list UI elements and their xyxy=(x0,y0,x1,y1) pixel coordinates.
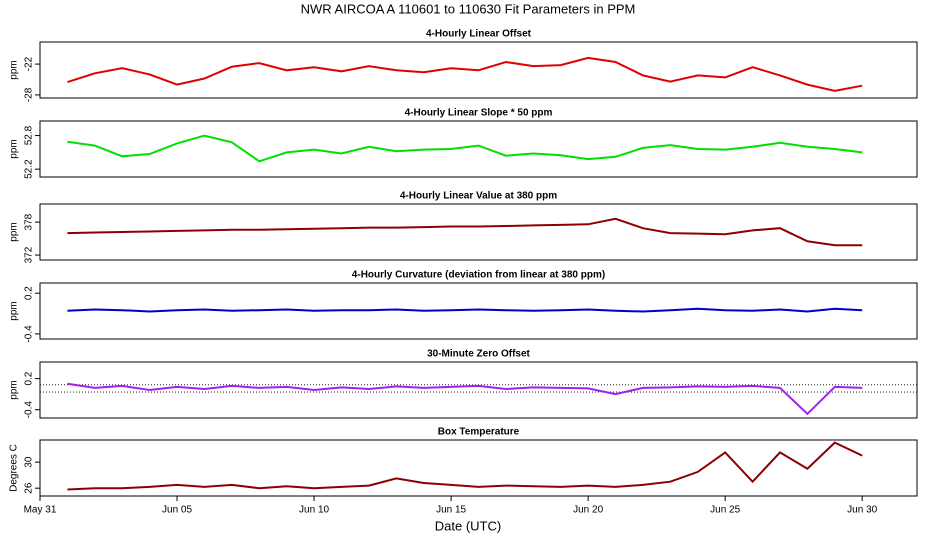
y-tick-label: 30 xyxy=(24,456,35,468)
plot-frame xyxy=(39,41,918,99)
y-tick-label: 0.2 xyxy=(24,371,35,385)
data-line xyxy=(67,441,863,491)
panel-title: Box Temperature xyxy=(438,427,520,438)
x-tick-label: Jun 10 xyxy=(299,505,329,516)
y-tick-label: 52.2 xyxy=(24,159,35,179)
plot-frame xyxy=(39,282,918,340)
y-tick-label: -28 xyxy=(24,87,35,102)
panel-title: 4-Hourly Linear Value at 380 ppm xyxy=(400,191,557,202)
plot-frame xyxy=(39,439,918,497)
panel-title: 30-Minute Zero Offset xyxy=(427,349,530,360)
y-axis-label: Degrees C xyxy=(9,444,20,492)
x-tick-label: Jun 15 xyxy=(436,505,466,516)
y-tick-label: 372 xyxy=(24,246,35,263)
y-axis-label: ppm xyxy=(9,222,20,241)
data-line xyxy=(67,307,863,313)
x-tick-label: Jun 30 xyxy=(847,505,877,516)
panel-title: 4-Hourly Linear Slope * 50 ppm xyxy=(405,108,553,119)
data-line xyxy=(67,134,863,163)
plot-frame xyxy=(39,203,918,261)
y-tick-label: 52.8 xyxy=(24,125,35,145)
y-axis-label: ppm xyxy=(9,60,20,79)
x-tick-label: Jun 20 xyxy=(573,505,603,516)
y-axis-label: ppm xyxy=(9,301,20,320)
chart-title: NWR AIRCOA A 110601 to 110630 Fit Parame… xyxy=(301,1,636,16)
panel-title: 4-Hourly Curvature (deviation from linea… xyxy=(352,270,605,281)
data-line xyxy=(67,217,863,247)
data-line xyxy=(67,56,863,92)
y-tick-label: 378 xyxy=(24,213,35,230)
plot-frame xyxy=(39,361,918,419)
y-tick-label: 0.2 xyxy=(24,286,35,300)
y-tick-label: -0.4 xyxy=(24,325,35,343)
plot-frame xyxy=(39,120,918,178)
y-tick-label: -0.4 xyxy=(24,401,35,419)
x-tick-label: Jun 05 xyxy=(162,505,192,516)
y-tick-label: -22 xyxy=(24,56,35,71)
y-axis-label: ppm xyxy=(9,380,20,399)
x-axis-label: Date (UTC) xyxy=(435,518,501,533)
y-axis-label: ppm xyxy=(9,139,20,158)
y-tick-label: 26 xyxy=(24,482,35,494)
panel-title: 4-Hourly Linear Offset xyxy=(426,29,532,40)
data-line xyxy=(67,382,863,416)
x-tick-label: May 31 xyxy=(24,505,57,516)
x-tick-label: Jun 25 xyxy=(710,505,740,516)
